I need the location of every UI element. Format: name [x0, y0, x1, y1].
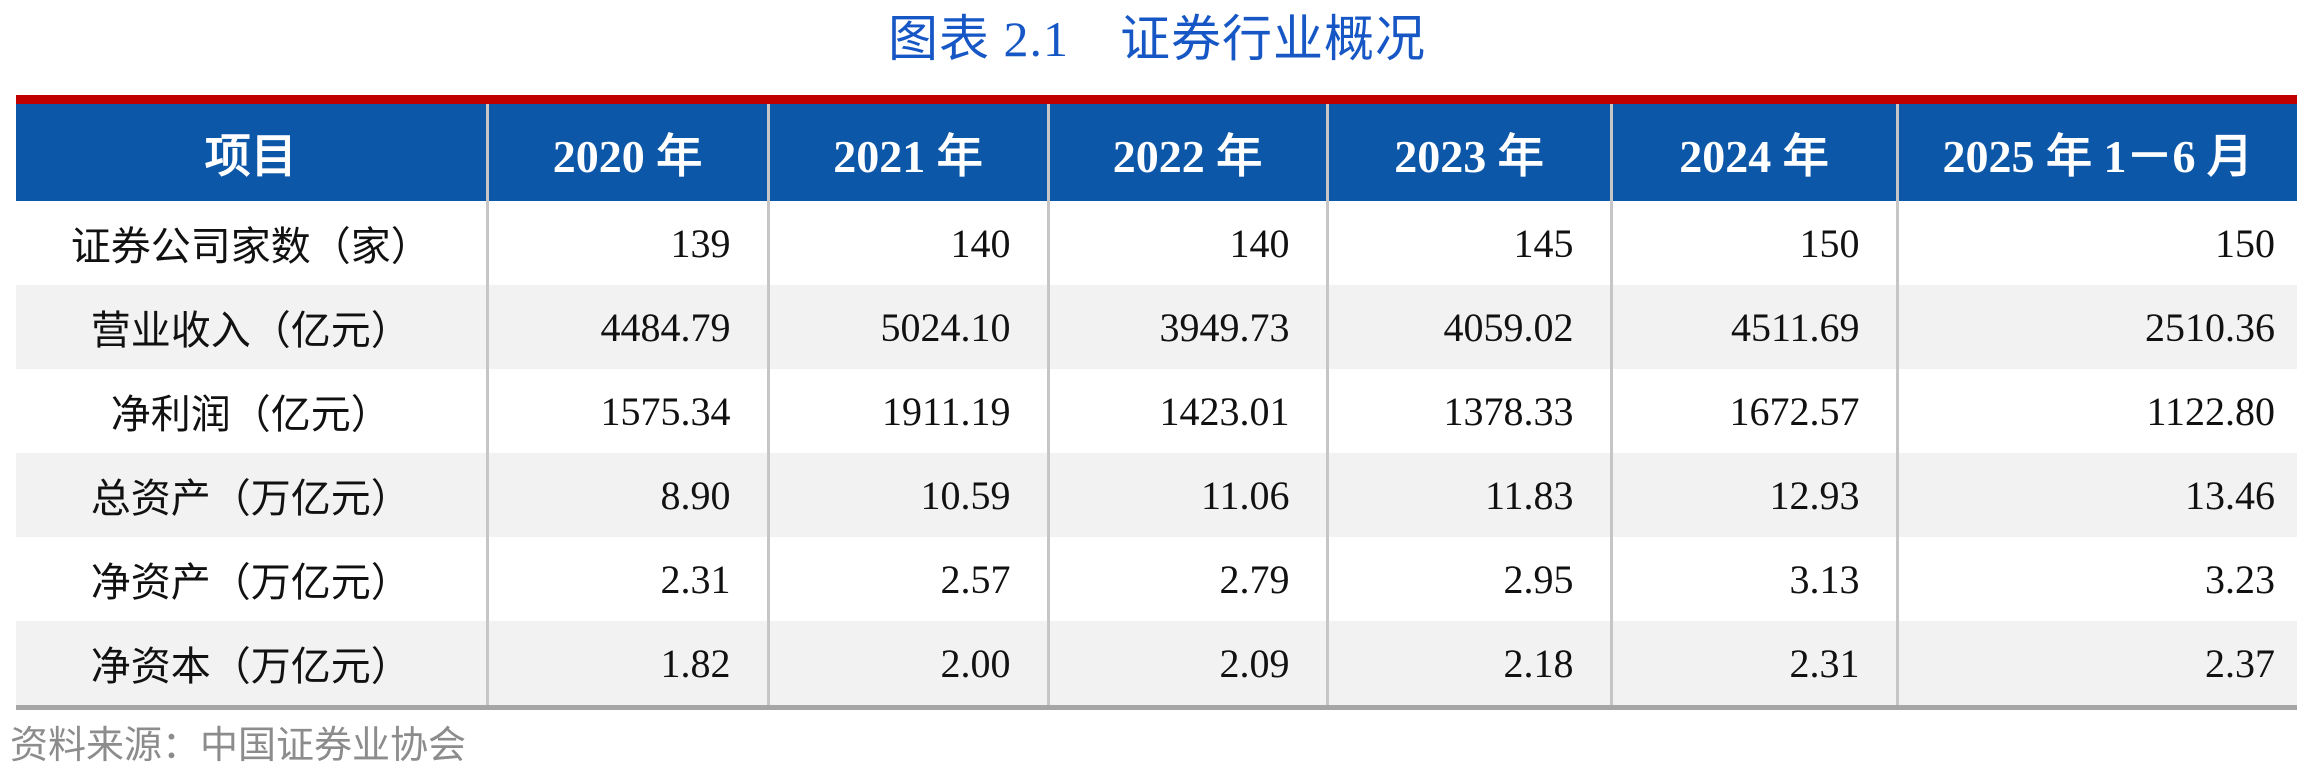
data-cell: 2.95: [1327, 537, 1613, 621]
header-cell-item: 项目: [16, 104, 489, 201]
data-cell: 2.09: [1048, 621, 1329, 708]
table-row-net-assets: 净资产（万亿元） 2.31 2.57 2.79 2.95 3.13 3.23: [16, 537, 2297, 621]
data-cell: 145: [1327, 201, 1613, 285]
data-cell: 5024.10: [768, 285, 1050, 369]
header-cell-2023: 2023 年: [1327, 104, 1613, 201]
report-page: 图表 2.1 证券行业概况 项目 2020 年 2021 年 2022 年 20…: [0, 10, 2314, 770]
data-cell: 2510.36: [1897, 285, 2297, 369]
industry-overview-table: 项目 2020 年 2021 年 2022 年 2023 年 2024 年 20…: [16, 104, 2297, 710]
data-cell: 3.13: [1611, 537, 1899, 621]
row-label: 总资产（万亿元）: [16, 453, 489, 537]
data-cell: 140: [768, 201, 1050, 285]
data-cell: 140: [1048, 201, 1329, 285]
table-row-net-profit: 净利润（亿元） 1575.34 1911.19 1423.01 1378.33 …: [16, 369, 2297, 453]
data-cell: 1.82: [487, 621, 770, 708]
data-cell: 3949.73: [1048, 285, 1329, 369]
data-cell: 150: [1897, 201, 2297, 285]
data-cell: 139: [487, 201, 770, 285]
industry-overview-table-wrap: 项目 2020 年 2021 年 2022 年 2023 年 2024 年 20…: [16, 95, 2297, 710]
data-cell: 2.31: [487, 537, 770, 621]
data-cell: 150: [1611, 201, 1899, 285]
table-top-red-rule: [16, 95, 2297, 104]
data-cell: 2.37: [1897, 621, 2297, 708]
data-cell: 11.83: [1327, 453, 1613, 537]
data-cell: 11.06: [1048, 453, 1329, 537]
table-row-total-assets: 总资产（万亿元） 8.90 10.59 11.06 11.83 12.93 13…: [16, 453, 2297, 537]
data-cell: 2.57: [768, 537, 1050, 621]
data-cell: 2.31: [1611, 621, 1899, 708]
data-cell: 8.90: [487, 453, 770, 537]
data-cell: 1378.33: [1327, 369, 1613, 453]
data-cell: 4059.02: [1327, 285, 1613, 369]
table-row-net-capital: 净资本（万亿元） 1.82 2.00 2.09 2.18 2.31 2.37: [16, 621, 2297, 708]
data-cell: 1575.34: [487, 369, 770, 453]
data-cell: 2.79: [1048, 537, 1329, 621]
row-label: 净利润（亿元）: [16, 369, 489, 453]
data-source-note: 资料来源：中国证券业协会: [10, 725, 467, 767]
data-cell: 4484.79: [487, 285, 770, 369]
data-cell: 4511.69: [1611, 285, 1899, 369]
table-header-row: 项目 2020 年 2021 年 2022 年 2023 年 2024 年 20…: [16, 104, 2297, 201]
row-label: 证券公司家数（家）: [16, 201, 489, 285]
data-cell: 2.18: [1327, 621, 1613, 708]
data-cell: 10.59: [768, 453, 1050, 537]
row-label: 净资产（万亿元）: [16, 537, 489, 621]
data-cell: 1911.19: [768, 369, 1050, 453]
data-cell: 1423.01: [1048, 369, 1329, 453]
data-cell: 3.23: [1897, 537, 2297, 621]
figure-title: 图表 2.1 证券行业概况: [888, 11, 1426, 67]
header-cell-2022: 2022 年: [1048, 104, 1329, 201]
table-row-operating-revenue: 营业收入（亿元） 4484.79 5024.10 3949.73 4059.02…: [16, 285, 2297, 369]
header-cell-2020: 2020 年: [487, 104, 770, 201]
data-cell: 13.46: [1897, 453, 2297, 537]
table-row-company-count: 证券公司家数（家） 139 140 140 145 150 150: [16, 201, 2297, 285]
data-cell: 2.00: [768, 621, 1050, 708]
row-label: 净资本（万亿元）: [16, 621, 489, 708]
header-cell-2025h1: 2025 年 1－6 月: [1897, 104, 2297, 201]
data-cell: 1122.80: [1897, 369, 2297, 453]
header-cell-2024: 2024 年: [1611, 104, 1899, 201]
row-label: 营业收入（亿元）: [16, 285, 489, 369]
data-cell: 1672.57: [1611, 369, 1899, 453]
header-cell-2021: 2021 年: [768, 104, 1050, 201]
data-cell: 12.93: [1611, 453, 1899, 537]
